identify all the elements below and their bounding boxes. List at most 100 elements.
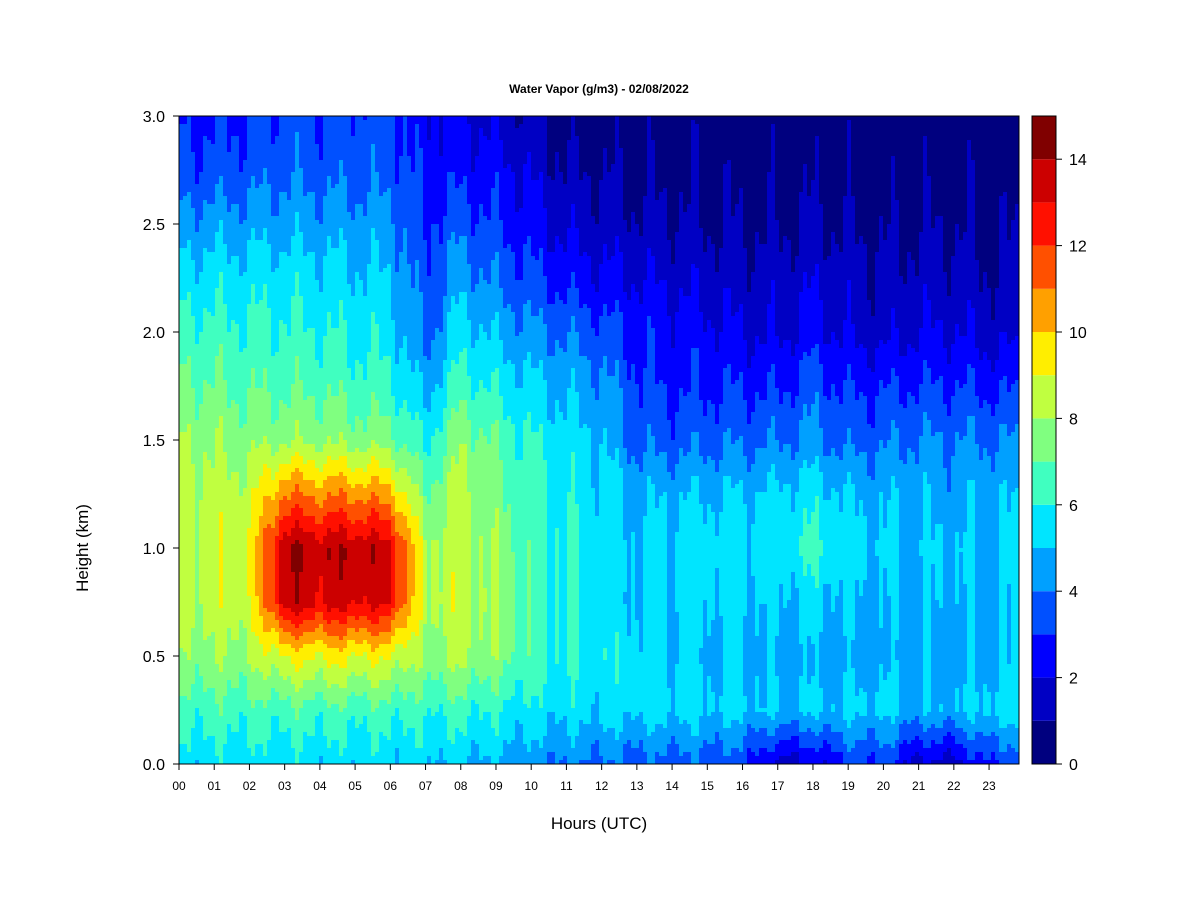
heatmap-cell bbox=[199, 388, 203, 392]
heatmap-cell bbox=[179, 172, 183, 176]
heatmap-cell bbox=[223, 384, 227, 388]
heatmap-cell bbox=[199, 120, 203, 124]
heatmap-cell bbox=[183, 148, 187, 152]
heatmap-cell bbox=[203, 316, 207, 320]
heatmap-cell bbox=[191, 136, 195, 140]
heatmap-cell bbox=[227, 432, 231, 436]
heatmap-cell bbox=[227, 224, 231, 228]
heatmap-cell bbox=[247, 208, 251, 212]
heatmap-cell bbox=[239, 264, 243, 268]
heatmap-cell bbox=[231, 760, 235, 764]
heatmap-cell bbox=[191, 668, 195, 672]
heatmap-cell bbox=[207, 340, 211, 344]
heatmap-cell bbox=[199, 472, 203, 476]
heatmap-cell bbox=[203, 708, 207, 712]
heatmap-cell bbox=[199, 356, 203, 360]
heatmap-cell bbox=[203, 576, 207, 580]
heatmap-cell bbox=[251, 380, 255, 384]
heatmap-cell bbox=[239, 144, 243, 148]
heatmap-cell bbox=[183, 188, 187, 192]
heatmap-cell bbox=[215, 316, 219, 320]
heatmap-cell bbox=[203, 336, 207, 340]
heatmap-cell bbox=[191, 708, 195, 712]
heatmap-cell bbox=[247, 116, 251, 120]
heatmap-cell bbox=[203, 500, 207, 504]
heatmap-cell bbox=[187, 288, 191, 292]
heatmap-cell bbox=[191, 152, 195, 156]
heatmap-cell bbox=[199, 540, 203, 544]
heatmap-cell bbox=[199, 692, 203, 696]
heatmap-cell bbox=[183, 512, 187, 516]
heatmap-cell bbox=[223, 120, 227, 124]
heatmap-cell bbox=[231, 392, 235, 396]
heatmap-cell bbox=[239, 152, 243, 156]
chart-title: Water Vapor (g/m3) - 02/08/2022 bbox=[509, 82, 689, 96]
heatmap-cell bbox=[251, 524, 255, 528]
heatmap-cell bbox=[235, 564, 239, 568]
heatmap-cell bbox=[247, 424, 251, 428]
heatmap-cell bbox=[223, 172, 227, 176]
heatmap-cell bbox=[187, 120, 191, 124]
heatmap-cell bbox=[195, 716, 199, 720]
heatmap-cell bbox=[215, 652, 219, 656]
heatmap-cell bbox=[179, 556, 183, 560]
heatmap-cell bbox=[219, 312, 223, 316]
heatmap-cell bbox=[235, 528, 239, 532]
heatmap-cell bbox=[187, 656, 191, 660]
heatmap-cell bbox=[231, 728, 235, 732]
heatmap-cell bbox=[227, 692, 231, 696]
heatmap-cell bbox=[231, 136, 235, 140]
heatmap-cell bbox=[187, 188, 191, 192]
heatmap-cell bbox=[191, 736, 195, 740]
heatmap-cell bbox=[203, 244, 207, 248]
heatmap-cell bbox=[227, 284, 231, 288]
heatmap-cell bbox=[223, 744, 227, 748]
heatmap-cell bbox=[179, 356, 183, 360]
heatmap-cell bbox=[207, 596, 211, 600]
heatmap-cell bbox=[243, 340, 247, 344]
heatmap-cell bbox=[223, 128, 227, 132]
heatmap-cell bbox=[235, 744, 239, 748]
heatmap-cell bbox=[179, 276, 183, 280]
heatmap-cell bbox=[235, 368, 239, 372]
heatmap-cell bbox=[211, 628, 215, 632]
heatmap-cell bbox=[227, 328, 231, 332]
heatmap-cell bbox=[223, 536, 227, 540]
heatmap-cell bbox=[247, 212, 251, 216]
heatmap-cell bbox=[235, 320, 239, 324]
heatmap-cell bbox=[243, 652, 247, 656]
heatmap-cell bbox=[239, 532, 243, 536]
heatmap-cell bbox=[255, 640, 259, 644]
heatmap-cell bbox=[231, 748, 235, 752]
heatmap-cell bbox=[207, 336, 211, 340]
heatmap-cell bbox=[203, 504, 207, 508]
heatmap-cell bbox=[223, 584, 227, 588]
heatmap-cell bbox=[251, 384, 255, 388]
heatmap-cell bbox=[247, 664, 251, 668]
heatmap-cell bbox=[195, 660, 199, 664]
heatmap-cell bbox=[207, 364, 211, 368]
heatmap-cell bbox=[191, 600, 195, 604]
heatmap-cell bbox=[255, 576, 259, 580]
heatmap-cell bbox=[239, 164, 243, 168]
heatmap-cell bbox=[211, 500, 215, 504]
heatmap-cell bbox=[255, 136, 259, 140]
heatmap-cell bbox=[199, 496, 203, 500]
heatmap-cell bbox=[179, 476, 183, 480]
heatmap-cell bbox=[251, 692, 255, 696]
heatmap-cell bbox=[183, 740, 187, 744]
heatmap-cell bbox=[191, 532, 195, 536]
heatmap-cell bbox=[227, 548, 231, 552]
heatmap-cell bbox=[207, 272, 211, 276]
heatmap-cell bbox=[191, 732, 195, 736]
heatmap-cell bbox=[239, 520, 243, 524]
heatmap-cell bbox=[187, 200, 191, 204]
heatmap-cell bbox=[239, 512, 243, 516]
heatmap-cell bbox=[231, 520, 235, 524]
heatmap-cell bbox=[247, 528, 251, 532]
heatmap-cell bbox=[227, 520, 231, 524]
heatmap-cell bbox=[195, 712, 199, 716]
heatmap-cell bbox=[215, 148, 219, 152]
heatmap-cell bbox=[215, 200, 219, 204]
heatmap-cell bbox=[199, 444, 203, 448]
